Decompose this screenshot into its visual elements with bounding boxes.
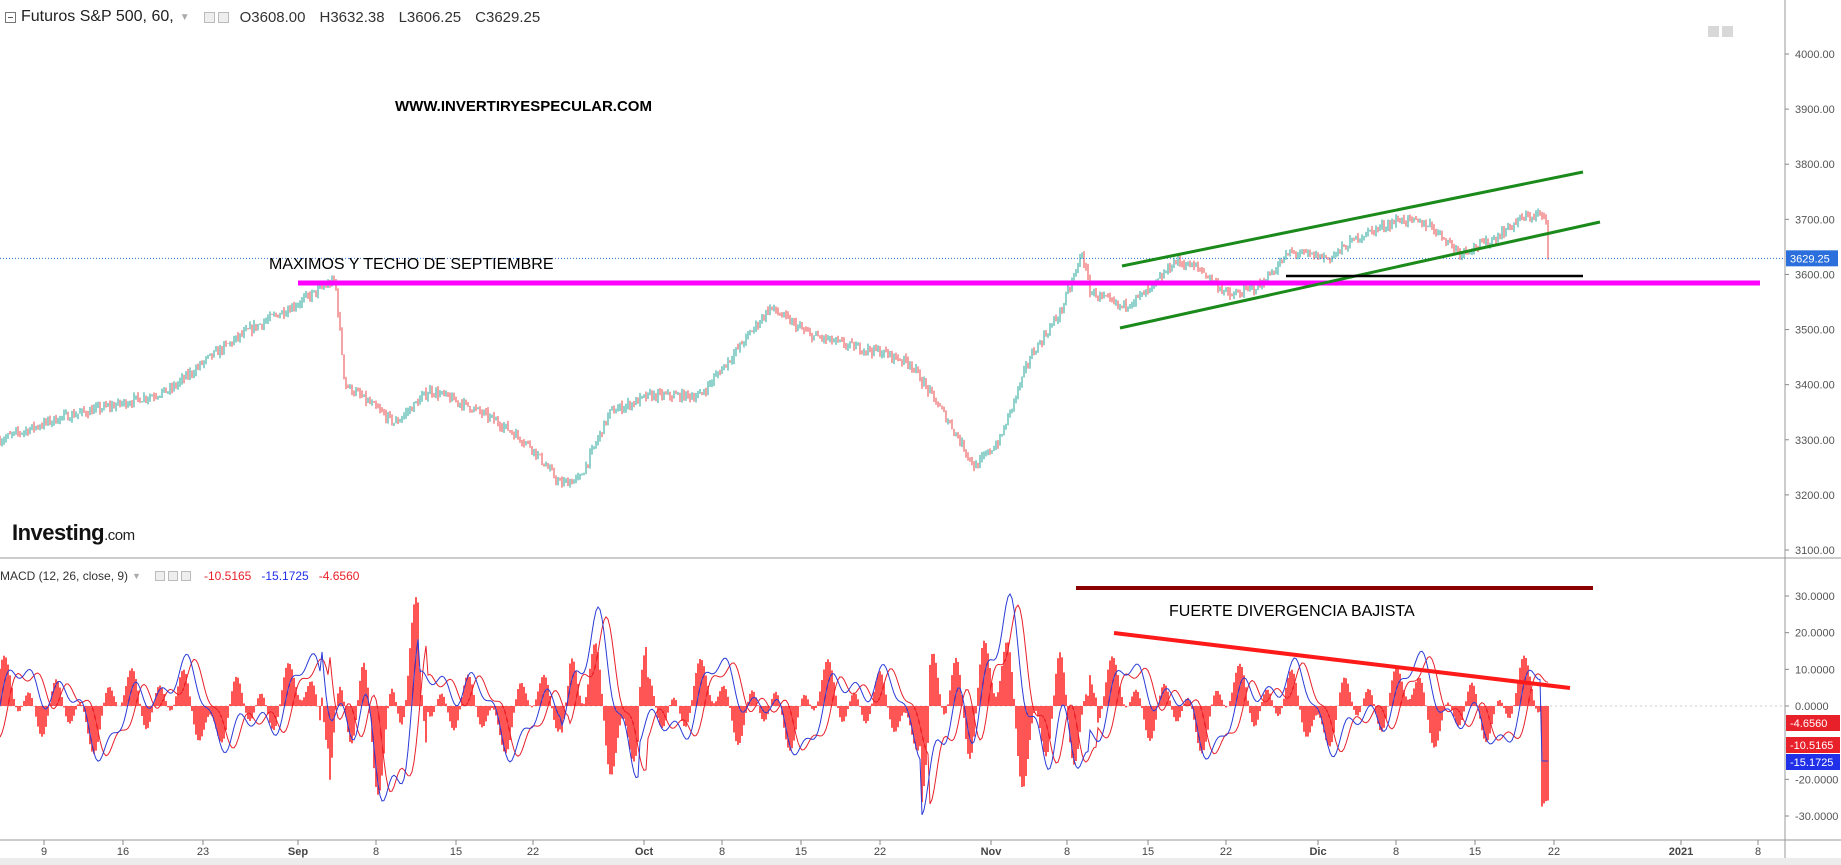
time-tick-label: 22: [527, 846, 539, 858]
macd-title[interactable]: MACD (12, 26, close, 9): [0, 569, 129, 583]
high-label: H: [319, 8, 331, 26]
macd-tick-label: -20.0000: [1795, 774, 1838, 786]
price-tick-label: 3500.00: [1795, 325, 1835, 337]
time-tick-label: 16: [117, 846, 129, 858]
channel-upper-line[interactable]: [1121, 170, 1584, 268]
pane-close-icon[interactable]: [1722, 26, 1733, 37]
price-tick-label: 4000.00: [1795, 49, 1835, 61]
macd-header: MACD (12, 26, close, 9) ▼ -10.5165 -15.1…: [0, 568, 359, 584]
investing-logo: Investing.com: [12, 520, 135, 546]
last-price-tag-text: 3629.25: [1790, 253, 1830, 265]
price-tick-label: 3700.00: [1795, 214, 1835, 226]
open-value: 3608.00: [251, 8, 306, 26]
collapse-icon[interactable]: [5, 11, 16, 23]
time-tick-label: Dic: [1309, 846, 1326, 858]
time-tick-label: Nov: [981, 846, 1003, 858]
time-tick-label: 15: [1142, 846, 1154, 858]
macd-value-tag: [1786, 754, 1840, 770]
price-tick-label: 3900.00: [1795, 104, 1835, 116]
low-value: 3606.25: [406, 8, 462, 26]
website-annotation: WWW.INVERTIRYESPECULAR.COM: [395, 98, 652, 115]
macd-line-value: -15.1725: [261, 569, 309, 583]
time-tick-label: 2021: [1669, 846, 1693, 858]
bottom-scrollbar[interactable]: [0, 858, 1841, 865]
time-tick-label: 22: [1220, 846, 1232, 858]
time-tick-label: 9: [41, 846, 47, 858]
time-tick-label: 15: [450, 846, 462, 858]
last-price-tag: [1786, 250, 1838, 267]
close-label: C: [475, 8, 486, 26]
price-tick-label: 3800.00: [1795, 159, 1835, 171]
chevron-down-icon[interactable]: ▼: [179, 11, 190, 23]
macd-histogram-value: -10.5165: [203, 569, 252, 583]
time-tick-label: 8: [1064, 846, 1070, 858]
divergence-annotation: FUERTE DIVERGENCIA BAJISTA: [1169, 603, 1415, 620]
resistance-annotation: MAXIMOS Y TECHO DE SEPTIEMBRE: [269, 256, 554, 273]
low-label: L: [398, 8, 407, 26]
time-tick-label: 8: [719, 846, 725, 858]
time-tick-label: 22: [1548, 846, 1560, 858]
time-tick-label: 23: [197, 846, 209, 858]
price-tick-label: 3100.00: [1795, 545, 1835, 557]
macd-chevron-icon[interactable]: ▼: [132, 571, 141, 581]
eye-icon[interactable]: [217, 11, 229, 23]
time-tick-label: Sep: [288, 846, 308, 858]
macd-tick-label: 0.0000: [1795, 701, 1829, 713]
time-tick-label: 22: [874, 846, 886, 858]
open-label: O: [239, 8, 252, 26]
high-value: 3632.38: [330, 8, 385, 26]
time-tick-label: 15: [1469, 846, 1481, 858]
time-tick-label: 8: [1755, 846, 1761, 858]
price-tick-label: 3400.00: [1795, 380, 1835, 392]
macd-eye-icon[interactable]: [167, 571, 178, 581]
pane-controls: [1705, 26, 1733, 37]
close-value: 3629.25: [486, 8, 541, 26]
macd-histogram[interactable]: [0, 597, 1549, 807]
macd-value-tag-text: -15.1725: [1790, 757, 1833, 769]
macd-close-icon[interactable]: [180, 571, 191, 581]
pane-maximize-icon[interactable]: [1708, 26, 1719, 37]
macd-tick-label: 30.0000: [1795, 591, 1835, 603]
macd-tick-label: 20.0000: [1795, 628, 1835, 640]
settings-icon[interactable]: [203, 11, 215, 23]
chart-header: Futuros S&P 500, 60, ▼ O 3608.00 H 3632.38…: [0, 6, 540, 28]
macd-line[interactable]: [0, 593, 1548, 815]
macd-tick-label: -30.0000: [1795, 811, 1838, 823]
time-tick-label: 8: [1393, 846, 1399, 858]
time-tick-label: Oct: [635, 846, 654, 858]
macd-settings-icon[interactable]: [154, 571, 165, 581]
macd-signal-value: -4.6560: [318, 569, 360, 583]
price-candles[interactable]: [0, 208, 1549, 488]
logo-suffix: .com: [104, 527, 135, 544]
logo-main: Investing: [12, 520, 105, 545]
macd-tick-label: 10.0000: [1795, 664, 1835, 676]
macd-value-tag: [1786, 715, 1840, 731]
time-tick-label: 15: [795, 846, 807, 858]
macd-signal-line[interactable]: [0, 604, 1549, 805]
macd-value-tag-text: -10.5165: [1790, 740, 1833, 752]
price-tick-label: 3600.00: [1795, 269, 1835, 281]
price-tick-label: 3300.00: [1795, 435, 1835, 447]
price-tick-label: 3200.00: [1795, 490, 1835, 502]
divergence-trend-line[interactable]: [1113, 631, 1571, 690]
time-tick-label: 8: [373, 846, 379, 858]
symbol-title[interactable]: Futuros S&P 500, 60,: [21, 8, 174, 25]
macd-value-tag: [1786, 737, 1840, 753]
macd-value-tag-text: -4.6560: [1790, 718, 1827, 730]
